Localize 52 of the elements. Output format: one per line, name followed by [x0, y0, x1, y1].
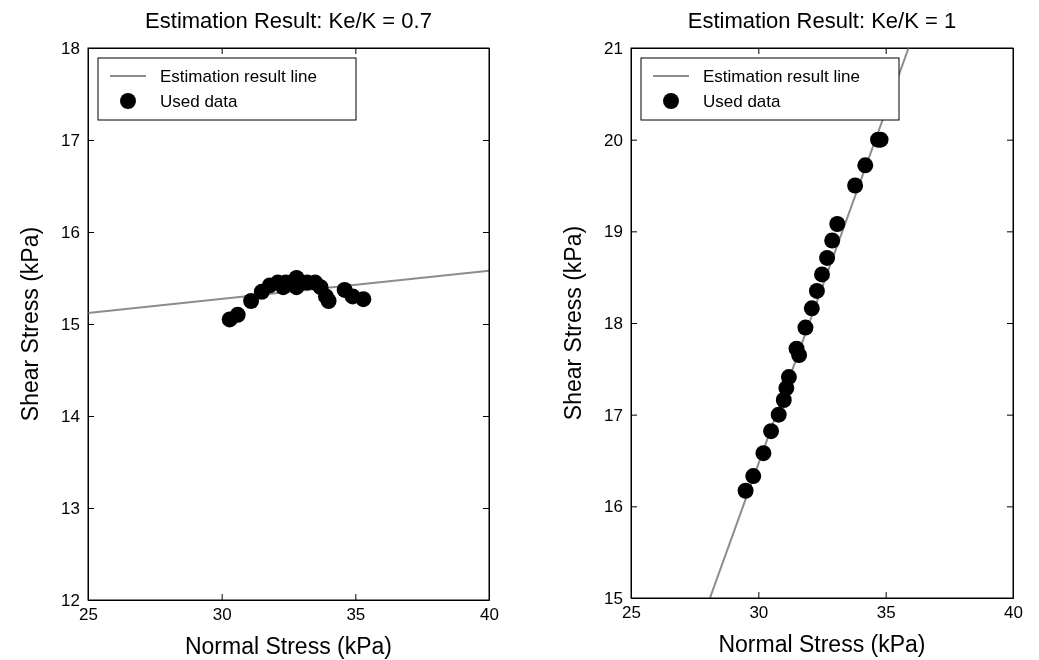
point: [243, 293, 260, 309]
x-tick-label: 25: [622, 603, 641, 623]
point: [763, 423, 780, 440]
y-axis-title: Shear Stress (kPa): [17, 226, 43, 422]
legend-label: Estimation result line: [160, 67, 317, 86]
x-tick-label: 40: [1004, 603, 1023, 623]
y-tick-label: 15: [61, 314, 80, 334]
chart-title: Estimation Result: Ke/K = 1: [687, 8, 957, 33]
point: [797, 319, 814, 336]
x-tick-label: 35: [346, 605, 366, 625]
point: [320, 293, 337, 309]
x-tick-label: 35: [876, 603, 896, 623]
y-tick-label: 18: [604, 313, 623, 333]
x-axis-title: Normal Stress (kPa): [718, 631, 926, 657]
x-tick-label: 25: [79, 605, 98, 625]
x-tick-label: 40: [480, 605, 499, 625]
x-axis-title: Normal Stress (kPa): [184, 633, 393, 659]
y-tick-label: 14: [61, 406, 80, 426]
y-tick-label: 17: [604, 405, 623, 425]
point: [755, 445, 772, 462]
point: [737, 482, 754, 499]
y-tick-label: 12: [61, 590, 80, 610]
point: [745, 468, 762, 485]
point: [355, 291, 372, 308]
x-tick-label: 30: [749, 603, 769, 623]
x-tick-label: 30: [212, 605, 232, 625]
legend-label: Estimation result line: [703, 67, 860, 86]
point: [803, 300, 820, 317]
y-tick-label: 18: [61, 38, 80, 58]
point: [808, 282, 825, 299]
point: [847, 177, 864, 194]
legend-label: Used data: [160, 92, 239, 111]
point: [819, 249, 836, 266]
y-tick-label: 19: [604, 222, 623, 242]
point: [229, 306, 246, 323]
y-tick-label: 15: [604, 588, 623, 608]
y-tick-label: 17: [61, 130, 80, 150]
point: [824, 232, 841, 249]
point: [791, 347, 808, 364]
chart-title: Estimation Result: Ke/K = 0.7: [145, 8, 432, 33]
point: [857, 157, 874, 174]
y-tick-label: 16: [604, 497, 623, 517]
y-tick-label: 20: [604, 130, 623, 150]
point: [814, 266, 830, 283]
y-axis-title: Shear Stress (kPa): [560, 225, 586, 421]
y-tick-label: 13: [61, 498, 80, 518]
point: [770, 406, 787, 423]
point: [829, 216, 846, 232]
y-tick-label: 16: [61, 222, 80, 242]
legend-label: Used data: [703, 92, 782, 111]
point: [780, 369, 797, 386]
y-tick-label: 21: [604, 38, 623, 58]
